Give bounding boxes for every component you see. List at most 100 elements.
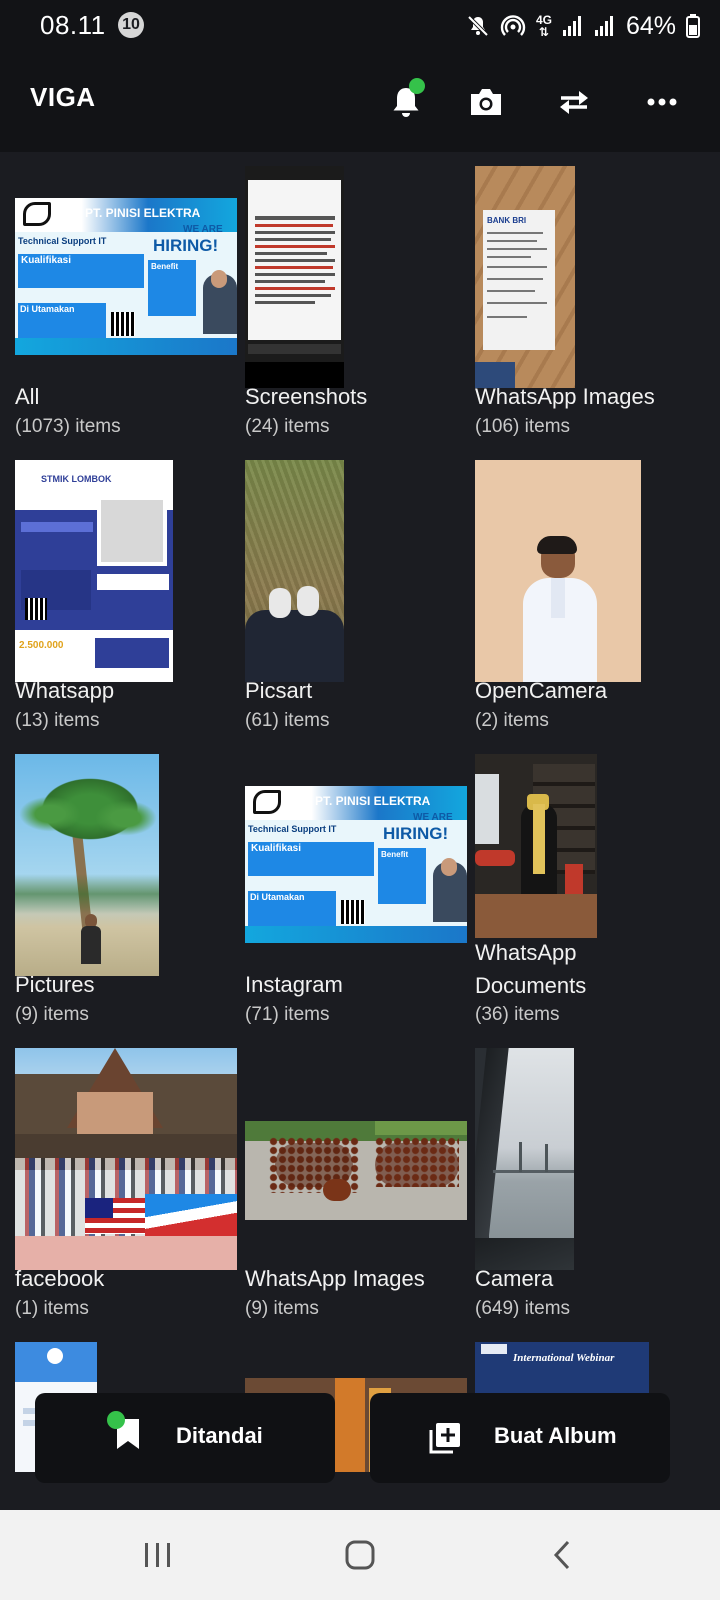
bell-icon <box>393 88 419 117</box>
signal-icon <box>562 15 584 37</box>
thumbnail-text: Technical Support IT <box>18 236 107 246</box>
thumbnail-text: PT. PINISI ELEKTRA <box>85 206 201 220</box>
album-count: (13) items <box>15 710 100 731</box>
mute-icon <box>466 14 490 38</box>
back-icon <box>553 1540 570 1570</box>
bookmark-icon <box>113 1417 143 1456</box>
thumbnail-text: Di Utamakan <box>250 892 305 902</box>
album-thumbnail <box>475 1048 574 1270</box>
album-count: (9) items <box>245 1298 319 1319</box>
home-icon <box>345 1540 375 1570</box>
thumbnail-text: PT. PINISI ELEKTRA <box>315 794 431 808</box>
album-tile-whatsapp-images[interactable]: BANK BRI WhatsApp Images (106) items <box>475 152 705 448</box>
camera-button[interactable] <box>458 74 514 130</box>
album-thumbnail <box>245 1121 467 1220</box>
album-tile-all[interactable]: PT. PINISI ELEKTRA WE ARE HIRING! Techni… <box>15 152 245 448</box>
thumbnail-text: Technical Support IT <box>248 824 337 834</box>
album-name: WhatsApp Documents <box>475 940 587 998</box>
album-tile-screenshots[interactable]: Screenshots (24) items <box>245 152 475 448</box>
thumbnail-text: WE ARE <box>183 224 223 235</box>
system-nav-bar <box>0 1510 720 1600</box>
album-thumbnail <box>245 166 344 388</box>
thumbnail-text: HIRING! <box>383 824 449 843</box>
album-count: (106) items <box>475 416 571 437</box>
thumbnail-text: Benefit <box>381 850 409 859</box>
battery-percent: 64% <box>625 11 676 40</box>
album-tile-whatsapp-documents[interactable]: WhatsApp Documents (36) items <box>475 740 705 1036</box>
thumbnail-text: HIRING! <box>153 236 219 255</box>
album-tile-facebook[interactable]: facebook (1) items <box>15 1034 245 1330</box>
album-count: (1) items <box>15 1298 89 1319</box>
album-name: Screenshots <box>245 384 368 409</box>
recents-icon <box>145 1543 170 1567</box>
album-count: (649) items <box>475 1298 571 1319</box>
album-thumbnail <box>15 1048 237 1270</box>
album-name: WhatsApp Images <box>245 1266 425 1291</box>
back-button[interactable] <box>532 1530 592 1580</box>
album-thumbnail: BANK BRI <box>475 166 575 388</box>
camera-icon <box>471 89 501 115</box>
album-count: (36) items <box>475 1004 560 1025</box>
bookmarked-button[interactable]: Ditandai <box>35 1393 335 1483</box>
notifications-button[interactable] <box>378 74 434 130</box>
status-time: 08.11 <box>40 10 106 40</box>
album-tile-whatsapp[interactable]: STMIK LOMBOK 2.500.000 Whatsapp (13) ite… <box>15 446 245 742</box>
album-thumbnail: PT. PINISI ELEKTRA WE ARE HIRING! Techni… <box>245 786 467 943</box>
album-tile-picsart[interactable]: Picsart (61) items <box>245 446 475 742</box>
album-name: Picsart <box>245 678 313 703</box>
album-name: WhatsApp Images <box>475 384 655 409</box>
album-thumbnail: PT. PINISI ELEKTRA WE ARE HIRING! Techni… <box>15 198 237 355</box>
notification-count-badge: 10 <box>118 12 144 38</box>
add-album-icon <box>427 1420 463 1461</box>
album-name: Instagram <box>245 972 343 997</box>
thumbnail-text: Kualifikasi <box>21 255 72 266</box>
network-type-label: 4G ⇅ <box>535 13 552 39</box>
thumbnail-text: BANK BRI <box>487 216 527 225</box>
album-name: OpenCamera <box>475 678 608 703</box>
album-thumbnail <box>475 460 641 682</box>
create-album-button[interactable]: Buat Album <box>370 1393 670 1483</box>
album-thumbnail: STMIK LOMBOK 2.500.000 <box>15 460 173 682</box>
app-bar: VIGA <box>0 52 720 152</box>
album-tile-camera[interactable]: Camera (649) items <box>475 1034 705 1330</box>
notification-dot <box>409 78 425 94</box>
thumbnail-text: 2.500.000 <box>19 640 64 651</box>
album-thumbnail <box>475 754 597 938</box>
album-tile-opencamera[interactable]: OpenCamera (2) items <box>475 446 705 742</box>
album-count: (71) items <box>245 1004 330 1025</box>
recent-apps-button[interactable] <box>128 1530 188 1580</box>
album-name: Camera <box>475 1266 554 1291</box>
thumbnail-text: Benefit <box>151 262 179 271</box>
album-count: (61) items <box>245 710 330 731</box>
battery-icon <box>686 14 700 38</box>
album-grid: PT. PINISI ELEKTRA WE ARE HIRING! Techni… <box>0 152 720 1510</box>
thumbnail-text: Kualifikasi <box>251 843 302 854</box>
create-album-label: Buat Album <box>494 1423 617 1448</box>
app-title: VIGA <box>30 82 96 112</box>
swap-icon <box>560 91 588 114</box>
bookmark-dot <box>107 1411 125 1429</box>
swap-button[interactable] <box>546 74 602 130</box>
album-tile-whatsapp-images-2[interactable]: WhatsApp Images (9) items <box>245 1034 475 1330</box>
album-count: (24) items <box>245 416 330 437</box>
thumbnail-text: International Webinar <box>513 1352 615 1364</box>
bookmarked-label: Ditandai <box>176 1423 263 1448</box>
home-button[interactable] <box>330 1530 390 1580</box>
thumbnail-text: STMIK LOMBOK <box>41 474 112 484</box>
album-count: (2) items <box>475 710 549 731</box>
album-name: All <box>15 384 40 409</box>
album-name: facebook <box>15 1266 105 1291</box>
album-tile-instagram[interactable]: PT. PINISI ELEKTRA WE ARE HIRING! Techni… <box>245 740 475 1036</box>
thumbnail-text: Di Utamakan <box>20 304 75 314</box>
status-bar: 08.11 10 4G ⇅ 64% <box>0 0 720 52</box>
album-count: (9) items <box>15 1004 89 1025</box>
status-icons: 4G ⇅ 64% <box>466 10 700 42</box>
album-count: (1073) items <box>15 416 121 437</box>
album-thumbnail <box>15 754 159 976</box>
more-options-button[interactable] <box>634 74 690 130</box>
more-icon <box>647 98 677 106</box>
album-thumbnail <box>245 460 344 682</box>
album-tile-pictures[interactable]: Pictures (9) items <box>15 740 245 1036</box>
signal-icon <box>594 15 616 37</box>
hotspot-icon <box>500 13 526 39</box>
